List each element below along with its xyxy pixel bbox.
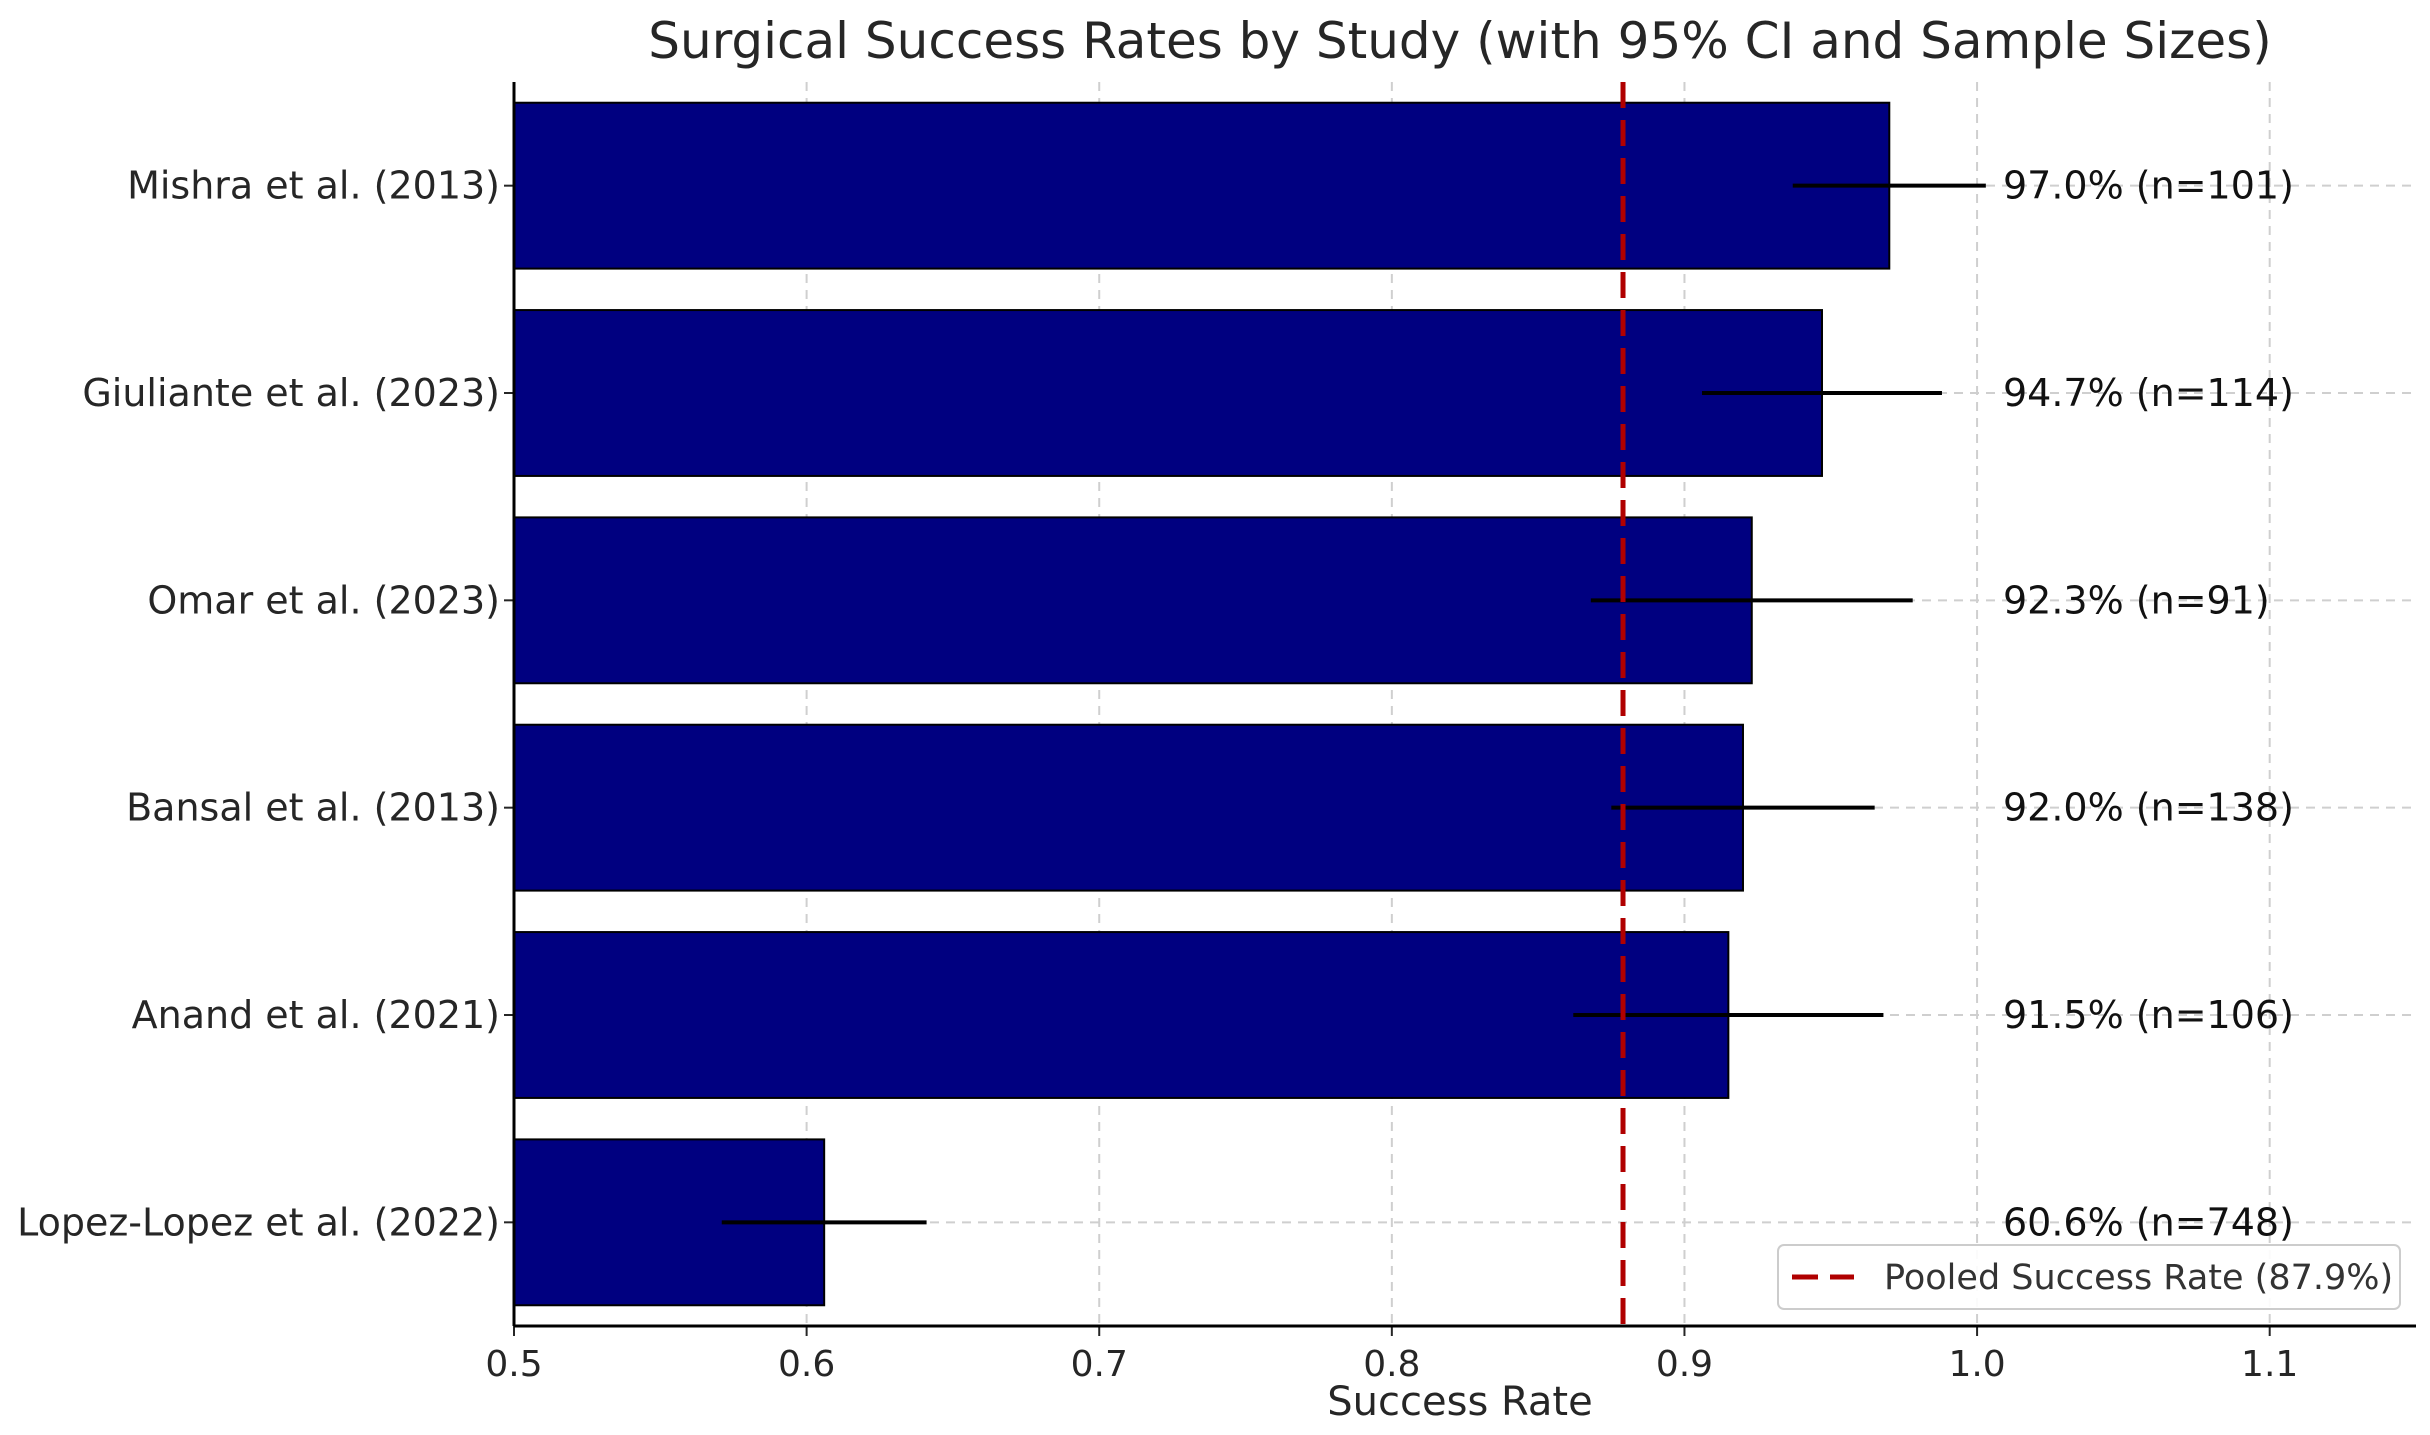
legend-label: Pooled Success Rate (87.9%) [1884, 1258, 2393, 1298]
y-tick-label: Lopez-Lopez et al. (2022) [17, 1200, 500, 1244]
data-label: 97.0% (n=101) [2003, 164, 2294, 208]
x-axis-label: Success Rate [1327, 1379, 1592, 1425]
bar [513, 931, 1730, 1099]
bar [513, 516, 1753, 685]
data-label: 94.7% (n=114) [2003, 371, 2294, 415]
labels-layer: Mishra et al. (2013) 97.0% (n=101) Giulian… [17, 164, 2294, 1245]
data-label: 92.0% (n=138) [2003, 786, 2294, 830]
y-tick-label: Omar et al. (2023) [147, 578, 500, 622]
x-tick-label: 1.1 [2241, 1344, 2298, 1385]
bar [513, 723, 1744, 892]
y-tick-label: Anand et al. (2021) [132, 993, 500, 1037]
legend: Pooled Success Rate (87.9%) [1777, 1244, 2401, 1310]
x-tick-label: 0.7 [1071, 1344, 1128, 1385]
x-tick-label: 0.8 [1363, 1344, 1420, 1385]
bar [513, 309, 1823, 477]
data-label: 91.5% (n=106) [2003, 993, 2294, 1037]
x-tick-label: 1.0 [1948, 1344, 2005, 1385]
bar [513, 101, 1891, 270]
x-tick-label: 0.9 [1656, 1344, 1713, 1385]
y-tick-label: Bansal et al. (2013) [126, 786, 500, 830]
data-label: 60.6% (n=748) [2003, 1200, 2294, 1244]
chart-title: Surgical Success Rates by Study (with 95… [648, 12, 2271, 70]
y-tick-label: Giuliante et al. (2023) [82, 371, 500, 415]
bars-layer [513, 101, 1986, 1307]
x-tick-label: 0.5 [485, 1344, 542, 1385]
x-tick-label: 0.6 [778, 1344, 835, 1385]
y-tick-label: Mishra et al. (2013) [127, 164, 500, 208]
axes-layer: 0.5 0.6 0.7 0.8 0.9 1.0 1.1 [485, 82, 2416, 1385]
legend-box [1777, 1244, 2401, 1310]
data-label: 92.3% (n=91) [2003, 578, 2270, 622]
